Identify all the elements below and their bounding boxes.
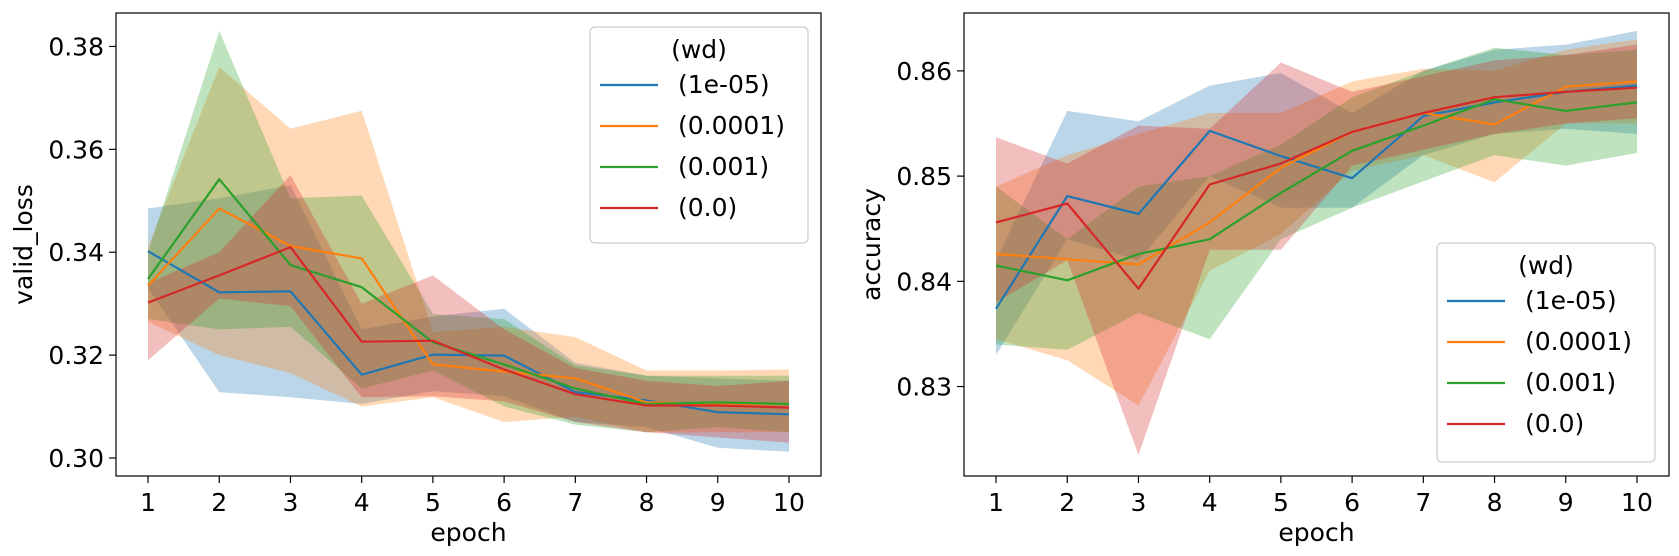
x-tick-label-4: 5 [425,488,441,517]
x-tick-label-2: 3 [283,488,299,517]
x-tick-label-1: 2 [1059,488,1075,517]
y-tick-label-0: 0.83 [896,373,952,402]
series-line-3 [995,86,1638,290]
legend-label-2: (0.001) [1525,368,1616,397]
confidence-band-series-1 [148,67,789,433]
x-tick-label-9: 10 [1621,488,1653,517]
legend-label-1: (0.0001) [1525,327,1632,356]
legend-label-0: (1e-05) [1525,286,1617,315]
confidence-band-series-3 [148,175,789,443]
x-tick-label-9: 10 [773,488,805,517]
plot-area [995,30,1638,455]
legend-label-1: (0.0001) [678,111,785,140]
x-tick-label-8: 9 [1558,488,1574,517]
legend-label-0: (1e-05) [678,70,770,99]
y-tick-label-3: 0.36 [48,135,104,164]
x-tick-label-1: 2 [211,488,227,517]
x-tick-label-4: 5 [1273,488,1289,517]
x-tick-label-7: 8 [639,488,655,517]
x-tick-label-6: 7 [1415,488,1431,517]
series-line-3 [147,246,790,409]
legend-title: (wd) [1518,251,1574,280]
legend-label-3: (0.0) [678,193,737,222]
y-tick-label-4: 0.38 [48,32,104,61]
plot-area [147,31,790,452]
x-tick-label-0: 1 [988,488,1004,517]
series-line-2 [147,178,790,406]
x-tick-label-5: 6 [1344,488,1360,517]
y-tick-label-3: 0.86 [896,57,952,86]
axes-frame [115,12,822,477]
legend-box [1436,242,1656,463]
confidence-band-series-3 [996,44,1637,455]
x-tick-label-8: 9 [710,488,726,517]
legend-title: (wd) [671,35,727,64]
y-axis-label: valid_loss [9,184,38,305]
y-tick-label-0: 0.30 [48,444,104,473]
x-tick-label-6: 7 [567,488,583,517]
x-axis-label: epoch [430,518,506,547]
y-tick-label-2: 0.34 [48,238,104,267]
x-tick-label-3: 4 [1202,488,1218,517]
legend-box [589,26,809,244]
valid-loss-panel: 1 2 3 4 5 6 7 8 9 10 0.30 0.32 0.34 0.36 0.38 epoch vali… [9,12,822,547]
x-tick-label-7: 8 [1487,488,1503,517]
x-tick-label-0: 1 [140,488,156,517]
x-tick-label-2: 3 [1131,488,1147,517]
x-tick-label-3: 4 [354,488,370,517]
legend: (wd) (1e-05) (0.0001) (0.001) (0.0) [1436,242,1656,463]
confidence-band-series-1 [996,39,1637,406]
series-line-2 [995,98,1638,282]
confidence-band-series-2 [996,47,1637,350]
confidence-band-series-0 [148,185,789,452]
y-tick-label-2: 0.85 [896,162,952,191]
axes-frame [963,12,1670,477]
legend-label-2: (0.001) [678,152,769,181]
series-line-0 [995,84,1638,310]
x-tick-label-5: 6 [496,488,512,517]
confidence-band-series-2 [148,31,789,433]
legend: (wd) (1e-05) (0.0001) (0.001) (0.0) [589,26,809,244]
legend-label-3: (0.0) [1525,409,1584,438]
confidence-band-series-0 [996,30,1637,356]
x-axis-label: epoch [1278,518,1354,547]
y-tick-label-1: 0.32 [48,341,104,370]
y-axis-label: accuracy [857,188,886,301]
y-tick-label-1: 0.84 [896,267,952,296]
accuracy-panel: 1 2 3 4 5 6 7 8 9 10 0.83 0.84 0.85 0.86 epoch accuracy… [857,12,1670,547]
